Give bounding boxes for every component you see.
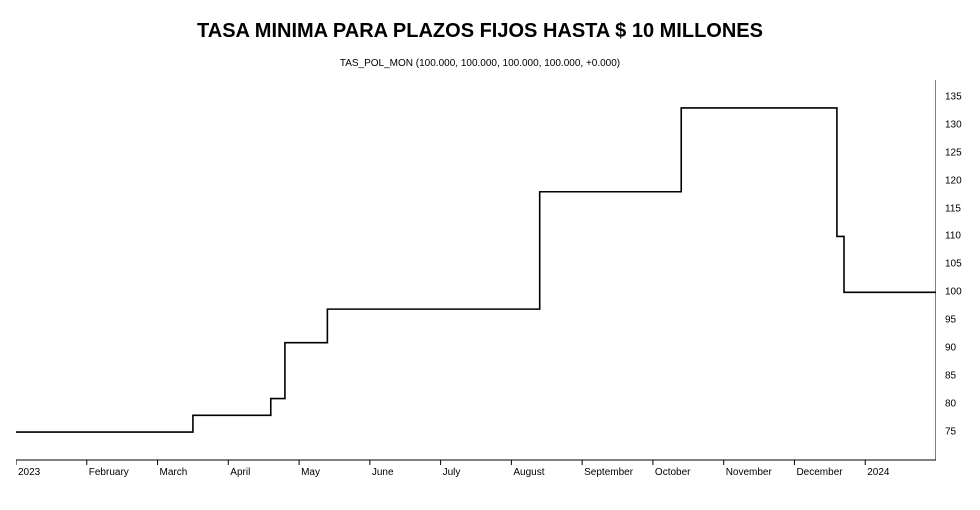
y-tick-label: 130 (945, 119, 968, 130)
y-tick-label: 100 (945, 287, 968, 298)
y-tick-label: 120 (945, 175, 968, 186)
x-tick-label: June (372, 467, 394, 498)
y-tick-label: 135 (945, 91, 968, 102)
chart-subtitle: TAS_POL_MON (100.000, 100.000, 100.000, … (0, 58, 960, 69)
y-tick-label: 115 (945, 203, 968, 214)
plot-svg (16, 80, 936, 480)
x-tick-label: November (726, 467, 772, 498)
x-tick-label: December (796, 467, 842, 498)
x-tick-label: April (230, 467, 250, 498)
x-tick-label: 2023 (18, 467, 40, 498)
x-tick-label: March (160, 467, 188, 498)
x-tick-label: September (584, 467, 633, 498)
y-tick-label: 75 (945, 427, 968, 438)
x-tick-label: October (655, 467, 691, 498)
y-tick-label: 110 (945, 231, 968, 242)
series-line (16, 108, 936, 432)
x-tick-label: 2024 (867, 467, 889, 498)
y-tick-label: 90 (945, 343, 968, 354)
y-tick-label: 95 (945, 315, 968, 326)
y-tick-label: 80 (945, 399, 968, 410)
chart-page: TASA MINIMA PARA PLAZOS FIJOS HASTA $ 10… (0, 0, 980, 510)
x-tick-label: May (301, 467, 320, 498)
y-tick-label: 105 (945, 259, 968, 270)
x-tick-label: July (443, 467, 461, 498)
x-tick-label: February (89, 467, 129, 498)
y-tick-label: 125 (945, 147, 968, 158)
chart-title: TASA MINIMA PARA PLAZOS FIJOS HASTA $ 10… (0, 20, 960, 43)
x-tick-label: August (513, 467, 544, 498)
plot-area: 75808590951001051101151201251301352023Fe… (16, 80, 936, 480)
y-tick-label: 85 (945, 371, 968, 382)
